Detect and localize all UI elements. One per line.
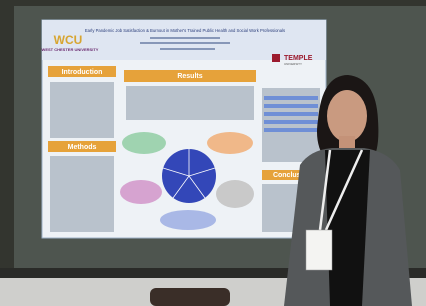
badge — [306, 230, 332, 270]
page: Early Pandemic Job Satisfaction & Burnou… — [0, 0, 426, 306]
section-title: Methods — [68, 144, 97, 151]
temple-mark — [272, 54, 280, 62]
chair — [150, 288, 230, 306]
left-logo: WCU — [54, 33, 83, 47]
oval — [207, 132, 253, 154]
right-logo-sub: UNIVERSITY — [284, 62, 302, 66]
left-logo-sub: WEST CHESTER UNIVERSITY — [42, 47, 99, 52]
oval — [160, 210, 216, 230]
poster-title: Early Pandemic Job Satisfaction & Burnou… — [85, 28, 285, 33]
oval — [216, 180, 254, 208]
photo: Early Pandemic Job Satisfaction & Burnou… — [0, 0, 426, 306]
section-title: Introduction — [62, 69, 103, 76]
oval — [122, 132, 166, 154]
face — [327, 90, 367, 142]
section-title: Results — [177, 73, 202, 80]
affiliation — [160, 48, 215, 50]
right-logo: TEMPLE — [284, 55, 313, 62]
authors — [140, 42, 230, 44]
authors — [150, 37, 220, 39]
oval — [120, 180, 162, 204]
